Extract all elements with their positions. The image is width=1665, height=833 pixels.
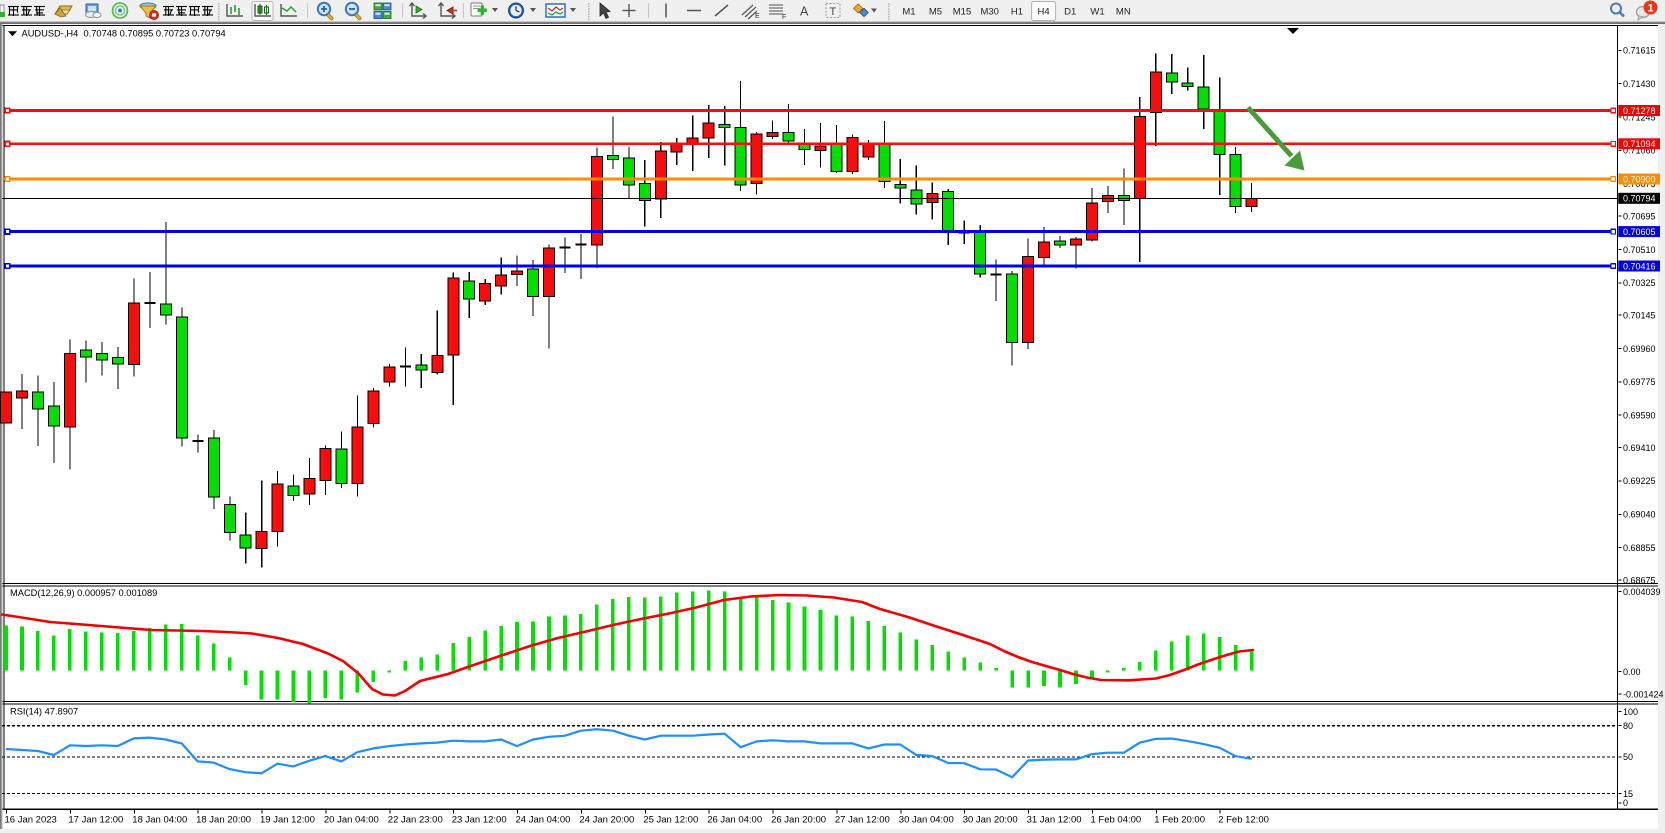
svg-text:50: 50: [1623, 752, 1633, 762]
svg-text:0: 0: [1623, 798, 1628, 808]
svg-text:25 Jan 12:00: 25 Jan 12:00: [643, 815, 698, 826]
svg-text:0.71094: 0.71094: [1623, 139, 1656, 149]
svg-text:1 Feb 20:00: 1 Feb 20:00: [1154, 815, 1205, 826]
svg-text:0.69775: 0.69775: [1623, 377, 1656, 387]
svg-text:0.69225: 0.69225: [1623, 476, 1656, 486]
svg-text:22 Jan 23:00: 22 Jan 23:00: [388, 815, 443, 826]
svg-text:15: 15: [1623, 789, 1633, 799]
svg-text:M15: M15: [953, 7, 971, 18]
svg-text:100: 100: [1623, 707, 1638, 717]
svg-text:0.70695: 0.70695: [1623, 211, 1656, 221]
svg-text:AUDUSD-,H4 0.70748 0.70895 0.: AUDUSD-,H4 0.70748 0.70895 0.70723 0.707…: [22, 29, 226, 39]
svg-text:18 Jan 04:00: 18 Jan 04:00: [132, 815, 187, 826]
svg-text:26 Jan 04:00: 26 Jan 04:00: [707, 815, 762, 826]
svg-text:19 Jan 12:00: 19 Jan 12:00: [260, 815, 315, 826]
svg-text:F: F: [782, 14, 786, 21]
svg-text:MACD(12,26,9) 0.000957 0.00108: MACD(12,26,9) 0.000957 0.001089: [10, 588, 157, 598]
svg-text:1: 1: [1647, 3, 1653, 15]
svg-text:0.68855: 0.68855: [1623, 543, 1656, 553]
svg-text:0.71278: 0.71278: [1623, 106, 1656, 116]
svg-text:31 Jan 12:00: 31 Jan 12:00: [1027, 815, 1082, 826]
svg-text:E: E: [755, 13, 760, 20]
svg-text:-0.001424: -0.001424: [1623, 689, 1664, 699]
svg-text:18 Jan 20:00: 18 Jan 20:00: [196, 815, 251, 826]
svg-text:M5: M5: [929, 7, 942, 18]
svg-text:0.70900: 0.70900: [1623, 174, 1656, 184]
svg-text:26 Jan 20:00: 26 Jan 20:00: [771, 815, 826, 826]
svg-text:0.71245: 0.71245: [1623, 112, 1656, 122]
svg-text:17 Jan 12:00: 17 Jan 12:00: [68, 815, 123, 826]
svg-text:H4: H4: [1038, 7, 1050, 18]
svg-text:A: A: [800, 5, 809, 19]
svg-text:T: T: [830, 6, 837, 18]
svg-text:H1: H1: [1011, 7, 1023, 18]
svg-text:0.70416: 0.70416: [1623, 261, 1656, 271]
svg-text:0.00: 0.00: [1623, 667, 1641, 677]
svg-text:RSI(14) 47.8907: RSI(14) 47.8907: [10, 707, 78, 717]
svg-text:D1: D1: [1064, 7, 1076, 18]
svg-text:80: 80: [1623, 721, 1633, 731]
svg-text:M1: M1: [902, 7, 915, 18]
svg-text:1 Feb 04:00: 1 Feb 04:00: [1091, 815, 1142, 826]
svg-text:0.69410: 0.69410: [1623, 443, 1656, 453]
svg-text:2 Feb 12:00: 2 Feb 12:00: [1218, 815, 1269, 826]
svg-text:0.70794: 0.70794: [1623, 194, 1656, 204]
svg-text:0.70325: 0.70325: [1623, 278, 1656, 288]
svg-text:0.68675: 0.68675: [1623, 575, 1656, 585]
svg-text:0.69960: 0.69960: [1623, 344, 1656, 354]
svg-text:20 Jan 04:00: 20 Jan 04:00: [324, 815, 379, 826]
svg-text:M30: M30: [980, 7, 998, 18]
svg-text:0.70605: 0.70605: [1623, 227, 1656, 237]
svg-text:24 Jan 20:00: 24 Jan 20:00: [579, 815, 634, 826]
svg-text:0.71615: 0.71615: [1623, 46, 1656, 56]
svg-text:27 Jan 12:00: 27 Jan 12:00: [835, 815, 890, 826]
svg-text:MN: MN: [1116, 7, 1131, 18]
svg-text:30 Jan 04:00: 30 Jan 04:00: [899, 815, 954, 826]
svg-text:0.004039: 0.004039: [1623, 587, 1661, 597]
svg-text:24 Jan 04:00: 24 Jan 04:00: [516, 815, 571, 826]
svg-text:0.71430: 0.71430: [1623, 79, 1656, 89]
svg-text:0.71060: 0.71060: [1623, 146, 1656, 156]
svg-text:0.70510: 0.70510: [1623, 245, 1656, 255]
svg-text:30 Jan 20:00: 30 Jan 20:00: [963, 815, 1018, 826]
svg-text:0.70145: 0.70145: [1623, 311, 1656, 321]
svg-text:0.69040: 0.69040: [1623, 510, 1656, 520]
svg-text:W1: W1: [1090, 7, 1104, 18]
svg-text:23 Jan 12:00: 23 Jan 12:00: [452, 815, 507, 826]
svg-text:0.69590: 0.69590: [1623, 411, 1656, 421]
svg-text:16 Jan 2023: 16 Jan 2023: [5, 815, 57, 826]
